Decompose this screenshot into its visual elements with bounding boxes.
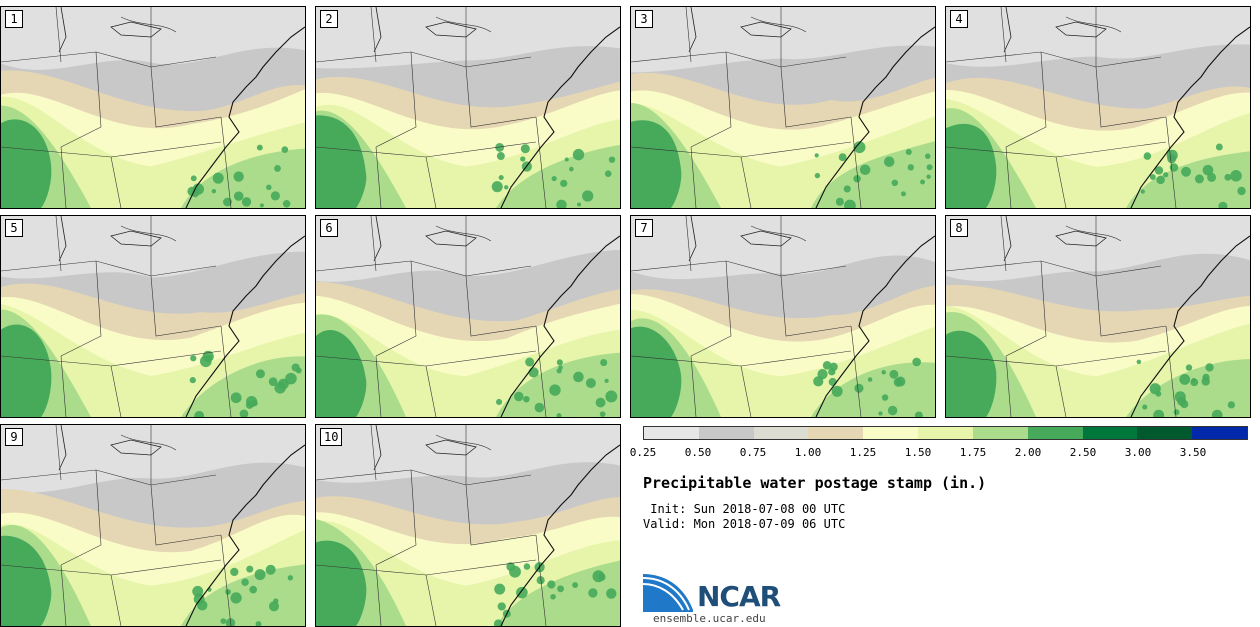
colorbar-segment	[1082, 427, 1138, 439]
colorbar-tick-label: 3.00	[1124, 446, 1152, 459]
colorbar-segment	[698, 427, 754, 439]
stamp-map: 4	[945, 6, 1251, 209]
pw-field-map	[1, 7, 305, 208]
colorbar-segment	[972, 427, 1028, 439]
stamp-map: 2	[315, 6, 621, 209]
member-number: 10	[320, 428, 343, 446]
stamp-map: 7	[630, 215, 936, 418]
colorbar-tick-label: 1.75	[959, 446, 987, 459]
pw-field-map	[316, 425, 620, 626]
plot-title: Precipitable water postage stamp (in.)	[643, 474, 987, 492]
stamp-map: 10	[315, 424, 621, 627]
member-number: 1	[5, 10, 23, 28]
colorbar-segment	[863, 427, 919, 439]
colorbar-segment	[808, 427, 864, 439]
pw-field-map	[316, 216, 620, 417]
member-number: 2	[320, 10, 338, 28]
stamp-map: 1	[0, 6, 306, 209]
colorbar-tick-label: 3.50	[1179, 446, 1207, 459]
colorbar-segment	[1027, 427, 1083, 439]
logo-url: ensemble.ucar.edu	[653, 612, 766, 625]
pw-field-map	[316, 7, 620, 208]
pw-field-map	[946, 7, 1250, 208]
pw-field-map	[1, 425, 305, 626]
colorbar	[643, 426, 1248, 440]
colorbar-segment	[1137, 427, 1193, 439]
colorbar-tick-label: 2.00	[1014, 446, 1042, 459]
colorbar-segment	[1192, 427, 1247, 439]
pw-field-map	[946, 216, 1250, 417]
member-number: 3	[635, 10, 653, 28]
stamp-map: 5	[0, 215, 306, 418]
valid-time: Valid: Mon 2018-07-09 06 UTC	[643, 517, 846, 531]
stamp-map: 3	[630, 6, 936, 209]
ncar-logo-icon	[643, 574, 693, 612]
pw-field-map	[1, 216, 305, 417]
pw-field-map	[631, 7, 935, 208]
member-number: 9	[5, 428, 23, 446]
colorbar-tick-label: 0.50	[684, 446, 712, 459]
stamp-map: 8	[945, 215, 1251, 418]
member-number: 6	[320, 219, 338, 237]
pw-field-map	[631, 216, 935, 417]
colorbar-tick-label: 0.75	[739, 446, 767, 459]
logo-text: NCAR	[697, 580, 781, 613]
member-number: 5	[5, 219, 23, 237]
colorbar-segment	[644, 427, 699, 439]
stamp-map: 9	[0, 424, 306, 627]
member-number: 8	[950, 219, 968, 237]
colorbar-tick-label: 1.50	[904, 446, 932, 459]
colorbar-tick-label: 0.25	[629, 446, 657, 459]
colorbar-tick-label: 2.50	[1069, 446, 1097, 459]
member-number: 7	[635, 219, 653, 237]
colorbar-segment	[753, 427, 809, 439]
member-number: 4	[950, 10, 968, 28]
colorbar-tick-label: 1.00	[794, 446, 822, 459]
colorbar-segment	[918, 427, 973, 439]
init-time: Init: Sun 2018-07-08 00 UTC	[643, 502, 846, 516]
colorbar-tick-label: 1.25	[849, 446, 877, 459]
stamp-map: 6	[315, 215, 621, 418]
